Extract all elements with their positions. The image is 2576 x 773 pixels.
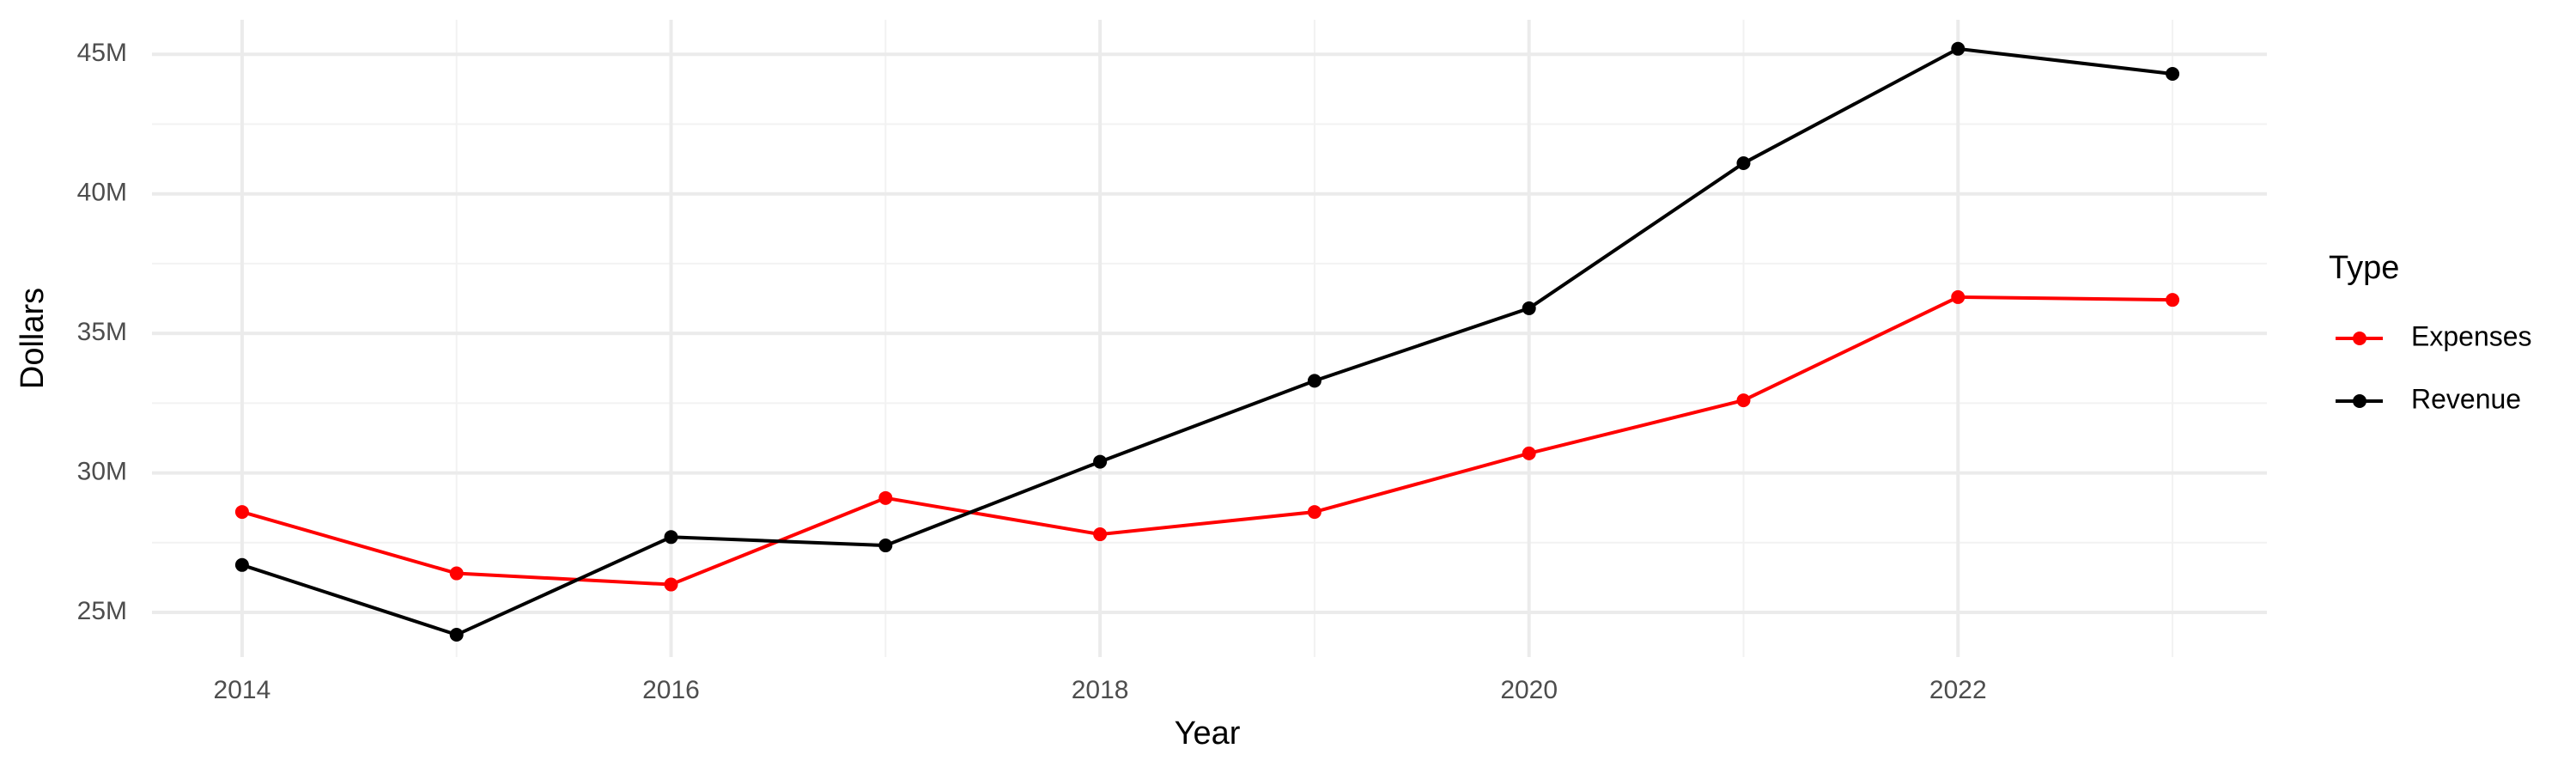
data-point: [234, 557, 249, 572]
data-point: [1522, 301, 1536, 315]
series-line: [241, 295, 2173, 587]
data-point: [1736, 155, 1751, 170]
legend-label: Expenses: [2411, 320, 2532, 351]
data-point: [1307, 374, 1321, 388]
legend-label: Revenue: [2411, 383, 2521, 414]
x-axis-title: Year: [1175, 715, 1241, 752]
y-tick-label: 35M: [77, 318, 127, 346]
data-point: [1951, 289, 1965, 304]
x-tick-label: 2020: [1500, 676, 1558, 704]
data-point: [449, 566, 464, 581]
y-tick-label: 30M: [77, 458, 127, 486]
x-tick-label: 2022: [1929, 676, 1987, 704]
y-tick-label: 40M: [77, 179, 127, 207]
series-line: [241, 46, 2173, 637]
y-tick-label: 45M: [77, 39, 127, 67]
data-point: [1093, 527, 1108, 542]
legend-title: Type: [2329, 250, 2399, 286]
legend-key-point: [2353, 332, 2366, 345]
data-point: [1522, 446, 1536, 460]
data-point: [2166, 293, 2180, 307]
data-point: [664, 530, 678, 545]
y-tick-label: 25M: [77, 597, 127, 625]
legend-key-point: [2353, 394, 2366, 408]
data-point: [1093, 454, 1108, 469]
data-point: [2166, 67, 2180, 82]
x-tick-label: 2018: [1072, 676, 1129, 704]
data-point: [664, 577, 678, 592]
data-point: [1736, 393, 1751, 408]
data-point: [234, 505, 249, 520]
grid: [152, 20, 2267, 657]
y-axis-title: Dollars: [15, 288, 51, 389]
data-point: [878, 539, 893, 553]
data-point: [1307, 505, 1321, 520]
x-tick-label: 2014: [214, 676, 271, 704]
x-tick-label: 2016: [642, 676, 700, 704]
data-point: [449, 628, 464, 642]
data-point: [1951, 41, 1965, 56]
data-point: [878, 490, 893, 505]
